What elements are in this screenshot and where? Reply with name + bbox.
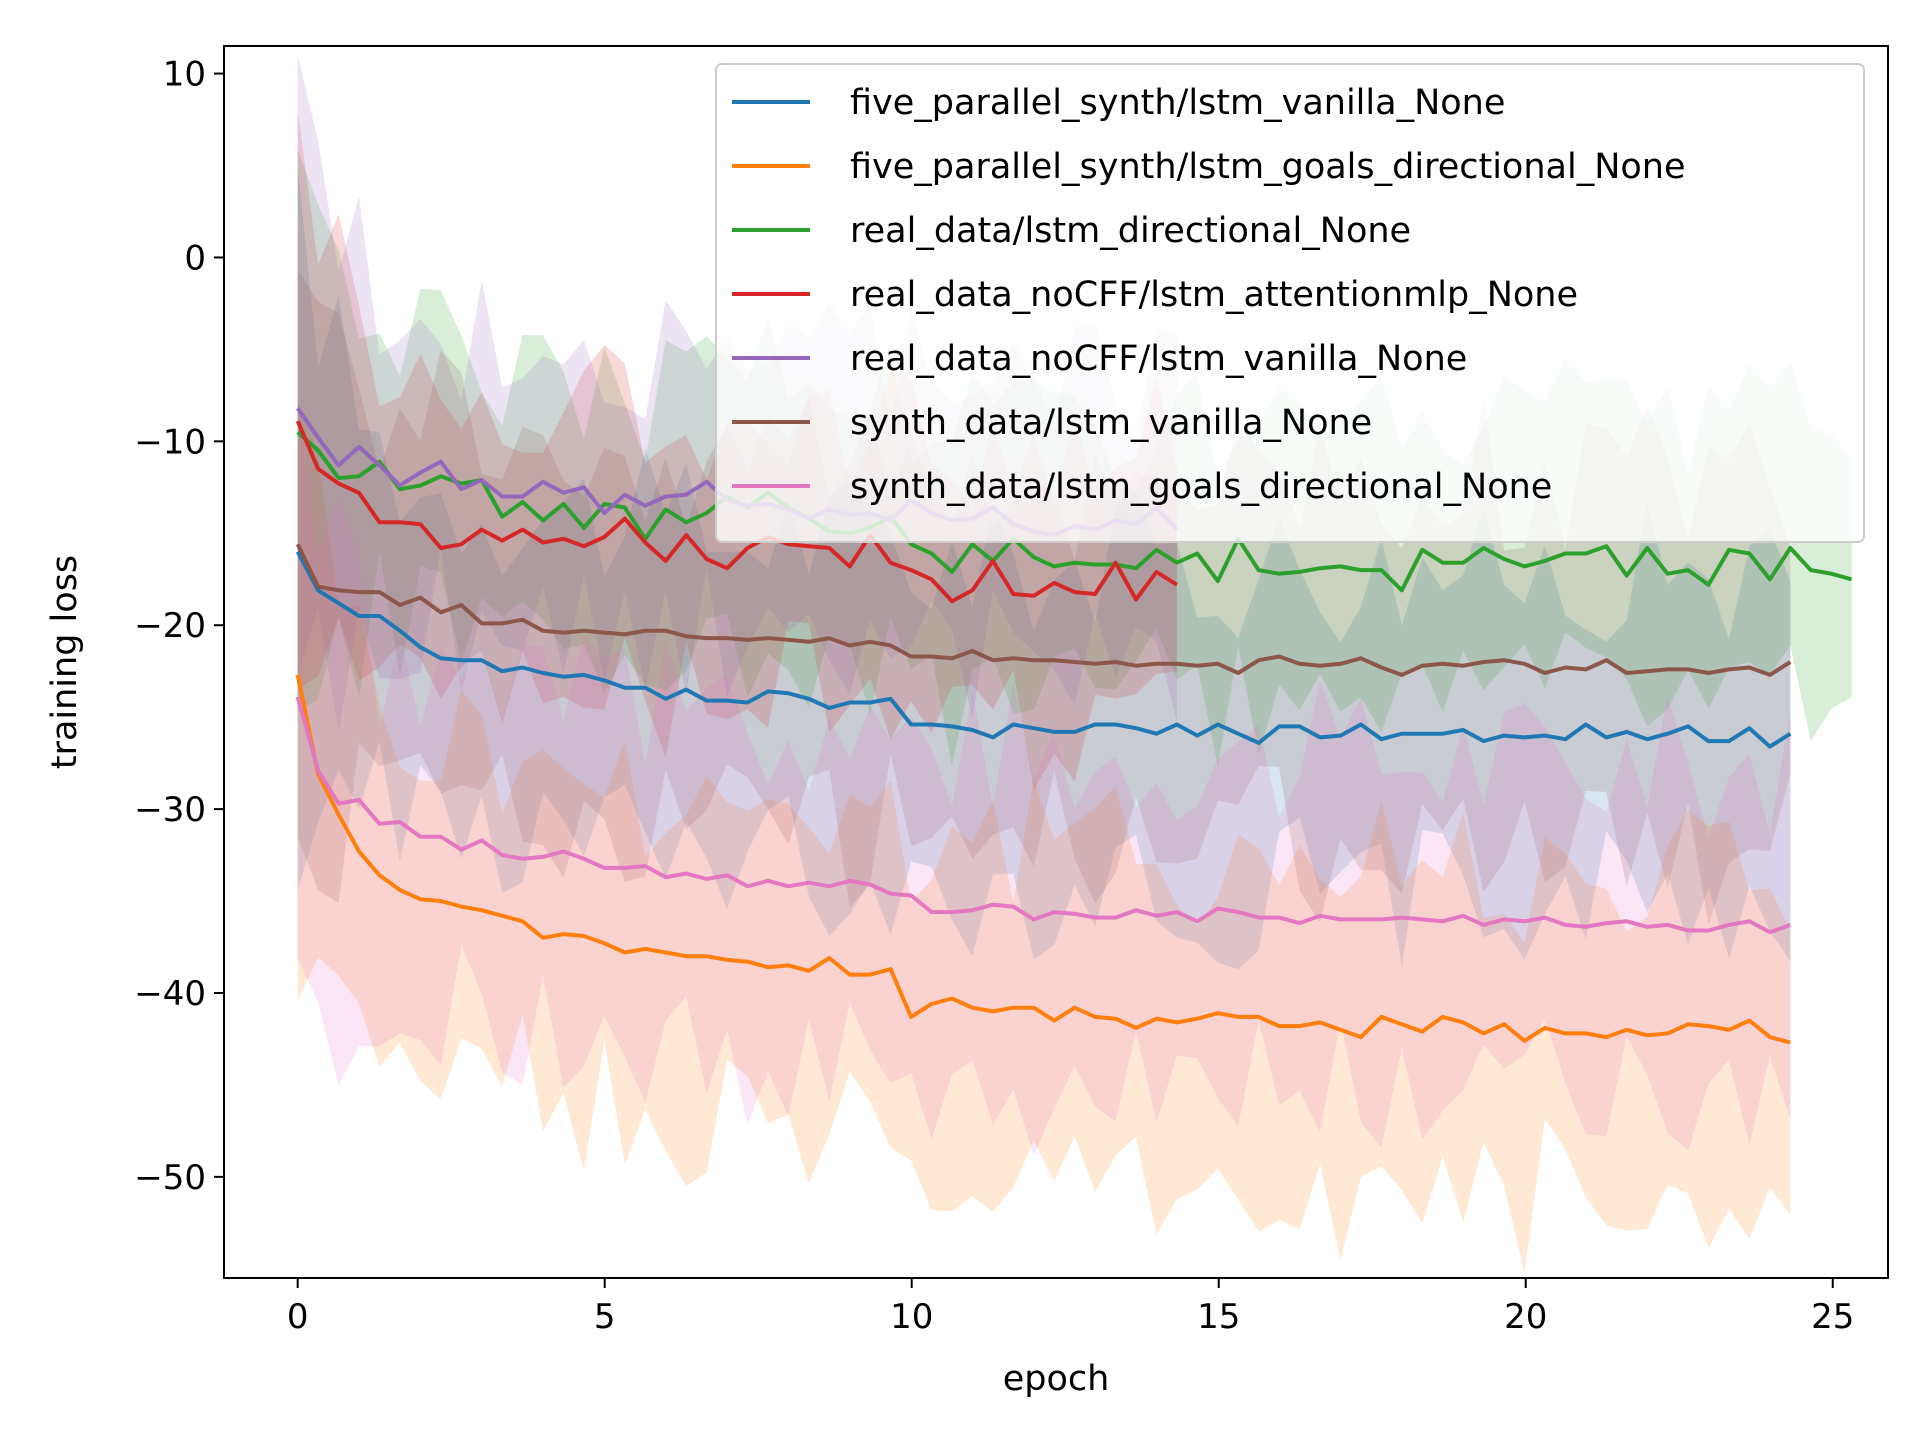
band-1 (297, 403, 1791, 1273)
y-tick-label: 0 (184, 238, 206, 278)
band-0 (297, 166, 1791, 970)
y-tick-label: 10 (163, 55, 206, 95)
series-line-1 (295, 674, 1791, 1045)
y-tick-label: −20 (134, 606, 206, 646)
x-tick-label: 20 (1504, 1297, 1547, 1337)
x-tick-label: 15 (1197, 1297, 1240, 1337)
legend-entry: real_data_noCFF/lstm_vanilla_None (850, 339, 1467, 379)
series-line-0 (295, 550, 1792, 749)
y-tick-label: −50 (134, 1158, 206, 1198)
x-tick-label: 0 (287, 1297, 309, 1337)
legend-entry: synth_data/lstm_vanilla_None (850, 403, 1372, 443)
series-line-5 (295, 543, 1792, 677)
y-axis-ticks: 10 0 −10 −20 −30 −40 −50 (134, 55, 224, 1198)
x-axis-ticks: 0 5 10 15 20 25 (287, 1278, 1854, 1337)
legend-entry: five_parallel_synth/lstm_vanilla_None (850, 83, 1505, 123)
series-line-6 (295, 696, 1791, 935)
y-tick-label: −40 (134, 974, 206, 1014)
legend: five_parallel_synth/lstm_vanilla_Nonefiv… (715, 63, 1865, 543)
series-line-3 (295, 420, 1178, 604)
x-tick-label: 5 (594, 1297, 616, 1337)
y-tick-label: −10 (134, 422, 206, 462)
band-6 (297, 398, 1791, 1156)
x-tick-label: 10 (890, 1297, 933, 1337)
plot-frame (223, 45, 1889, 1279)
x-axis-label: epoch (1003, 1359, 1110, 1399)
x-tick-label: 25 (1811, 1297, 1854, 1337)
y-axis-label: training loss (45, 555, 85, 769)
y-tick-label: −30 (134, 790, 206, 830)
band-5 (297, 269, 1791, 925)
legend-box (715, 63, 1865, 543)
series-line-2 (296, 430, 1853, 593)
legend-entry: real_data_noCFF/lstm_attentionmlp_None (850, 275, 1578, 315)
legend-entry: real_data/lstm_directional_None (850, 211, 1411, 251)
legend-entry: synth_data/lstm_goals_directional_None (850, 467, 1552, 507)
legend-entry: five_parallel_synth/lstm_goals_direction… (850, 147, 1686, 187)
